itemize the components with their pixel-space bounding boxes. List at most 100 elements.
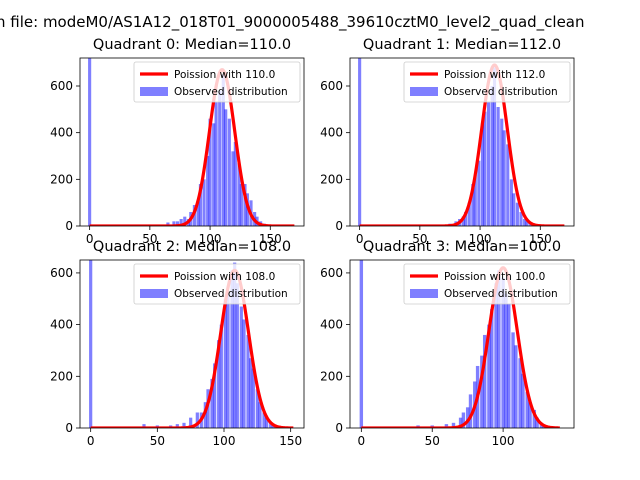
histogram-bar (212, 123, 216, 226)
plot-area (89, 260, 295, 428)
x-tick-label: 0 (86, 232, 94, 246)
axes-frame (79, 259, 305, 429)
histogram-bar (175, 424, 179, 428)
histogram-bar (525, 221, 529, 226)
histogram-bar (210, 378, 214, 428)
legend-label: Poission with 110.0 (174, 69, 275, 81)
histogram-bar (175, 221, 180, 226)
histogram-bar (189, 417, 193, 428)
figure-suptitle: n file: modeM0/AS1A12_018T01_9000005488_… (0, 13, 585, 32)
axes-frame (349, 259, 575, 429)
histogram-bar (471, 184, 475, 226)
y-tick-label: 600 (320, 79, 343, 93)
x-tick-label: 150 (259, 232, 282, 246)
histogram-bar (237, 163, 241, 226)
y-tick-label: 0 (65, 219, 73, 233)
legend-bar-swatch (140, 289, 168, 298)
histogram-bar (227, 118, 231, 226)
histogram-bar (528, 402, 532, 428)
histogram-bar (519, 212, 523, 226)
histogram-bar (206, 389, 210, 428)
x-tick-label: 50 (412, 232, 427, 246)
histogram-bar (480, 123, 485, 226)
histogram-bar (179, 219, 183, 226)
x-tick-label: 100 (469, 232, 492, 246)
histogram-bar (512, 193, 516, 226)
poisson-curve (88, 68, 296, 226)
x-tick-label: 150 (529, 232, 552, 246)
histogram-bar (235, 283, 239, 428)
legend-label: Observed distribution (174, 288, 288, 300)
poisson-curve (358, 63, 566, 226)
x-tick-label: 100 (492, 434, 515, 448)
histogram-bar (359, 260, 364, 428)
histogram-bar (458, 417, 463, 428)
x-tick-label: 50 (150, 434, 165, 448)
histogram-bar (358, 58, 362, 226)
histogram-bar (172, 221, 176, 226)
histogram-bar (226, 291, 230, 428)
histogram-bar (500, 118, 504, 226)
histogram-bar (206, 156, 210, 226)
histogram-bar (465, 407, 470, 428)
axes-frame (79, 57, 305, 227)
y-tick-label: 600 (50, 79, 73, 93)
histogram-bar (521, 373, 525, 428)
y-tick-label: 0 (335, 219, 343, 233)
legend-box (133, 263, 301, 305)
subplot-title: Quadrant 2: Median=108.0 (93, 239, 291, 255)
histogram-bar (221, 74, 225, 226)
y-tick-label: 200 (320, 369, 343, 383)
histogram-bar (477, 160, 481, 226)
y-tick-label: 600 (320, 266, 343, 280)
histogram-bar (224, 109, 228, 226)
histogram-bar (501, 278, 505, 428)
histogram-bar (230, 270, 234, 428)
histogram-bar (166, 222, 170, 226)
histogram-bar (233, 142, 237, 226)
y-tick-label: 600 (50, 266, 73, 280)
histogram-bar (239, 306, 243, 428)
histogram-bar (502, 130, 506, 226)
axes-frame (349, 57, 575, 227)
legend-bar-swatch (410, 87, 438, 96)
y-tick-label: 200 (50, 172, 73, 186)
subplot-quadrant-2: Quadrant 2: Median=108.0 0 50 100 150 0 200 400… (50, 239, 305, 448)
histogram-bar (183, 216, 187, 226)
histogram-bar (490, 86, 494, 226)
histogram-bar (444, 424, 449, 428)
histogram-bar (258, 402, 262, 428)
histogram-bar (195, 412, 199, 428)
histogram-bar (251, 368, 255, 428)
subplot-quadrant-0: Quadrant 0: Median=110.0 0 50 100 150 0 200 400… (50, 37, 305, 246)
histogram-bar (525, 391, 529, 428)
legend: Poission with 112.0 Observed distribution (403, 61, 571, 103)
x-tick-label: 0 (87, 434, 95, 448)
legend-label: Poission with 100.0 (444, 271, 545, 283)
histogram-bar (464, 212, 468, 226)
x-tick-label: 100 (213, 434, 236, 448)
histogram-bar (249, 358, 253, 428)
histogram-bar (243, 184, 247, 226)
histogram-bar (233, 262, 237, 428)
x-tick-label: 0 (356, 232, 364, 246)
histogram-bar (523, 219, 527, 226)
histogram-bar (208, 118, 212, 226)
histogram-bar (504, 293, 508, 428)
histogram-bar (231, 151, 235, 226)
histogram-bar (218, 90, 222, 226)
histogram-bar (217, 340, 221, 428)
plot-area (88, 58, 296, 226)
y-tick-label: 400 (320, 126, 343, 140)
x-tick-label: 50 (142, 232, 157, 246)
poisson-curve (89, 268, 295, 428)
histogram-bar (214, 102, 218, 226)
histogram-bar (262, 412, 266, 428)
histogram-bar (497, 270, 501, 428)
legend: Poission with 110.0 Observed distribution (133, 61, 301, 103)
histogram-bar (461, 216, 465, 226)
histogram-bar (482, 334, 487, 428)
histogram-bar (483, 111, 487, 226)
histogram-bar (494, 283, 498, 428)
